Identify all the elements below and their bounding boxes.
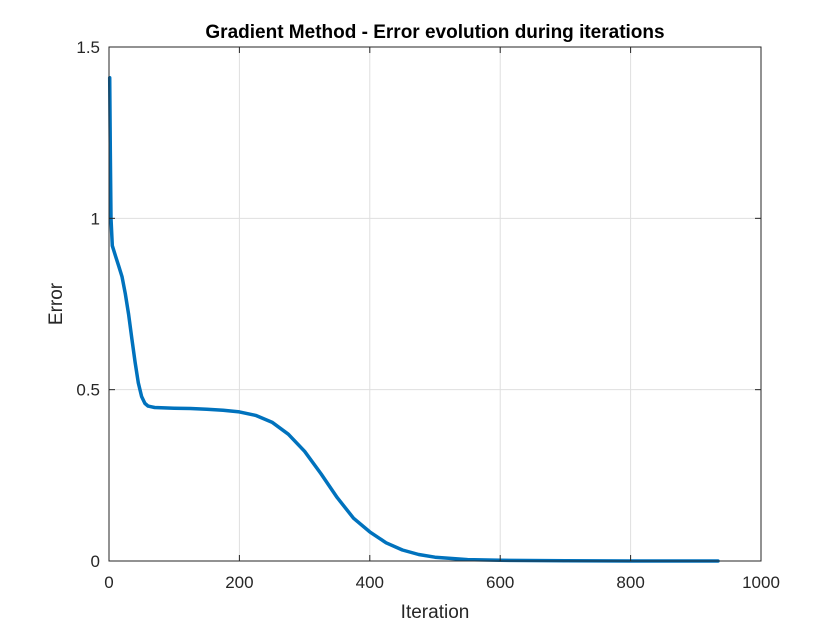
y-tick-label: 0.5 — [76, 381, 100, 400]
x-tick-label: 400 — [356, 573, 384, 592]
plot-area — [109, 47, 761, 561]
x-tick-label: 1000 — [742, 573, 780, 592]
ticks: 0 200 400 600 800 1000 0 0.5 1 1.5 — [76, 38, 780, 592]
x-tick-label: 800 — [616, 573, 644, 592]
y-axis-title: Error — [46, 282, 67, 325]
series — [107, 76, 720, 563]
x-tick-label: 200 — [225, 573, 253, 592]
x-tick-label: 0 — [104, 573, 113, 592]
error-series-line — [107, 76, 720, 563]
x-tick-label: 600 — [486, 573, 514, 592]
grid — [109, 47, 761, 561]
axes-box — [108, 46, 762, 562]
chart-title: Gradient Method - Error evolution during… — [205, 22, 664, 43]
x-axis-title: Iteration — [401, 602, 470, 623]
y-tick-label: 1.5 — [76, 38, 100, 57]
y-tick-label: 1 — [91, 209, 100, 228]
y-tick-label: 0 — [91, 552, 100, 571]
